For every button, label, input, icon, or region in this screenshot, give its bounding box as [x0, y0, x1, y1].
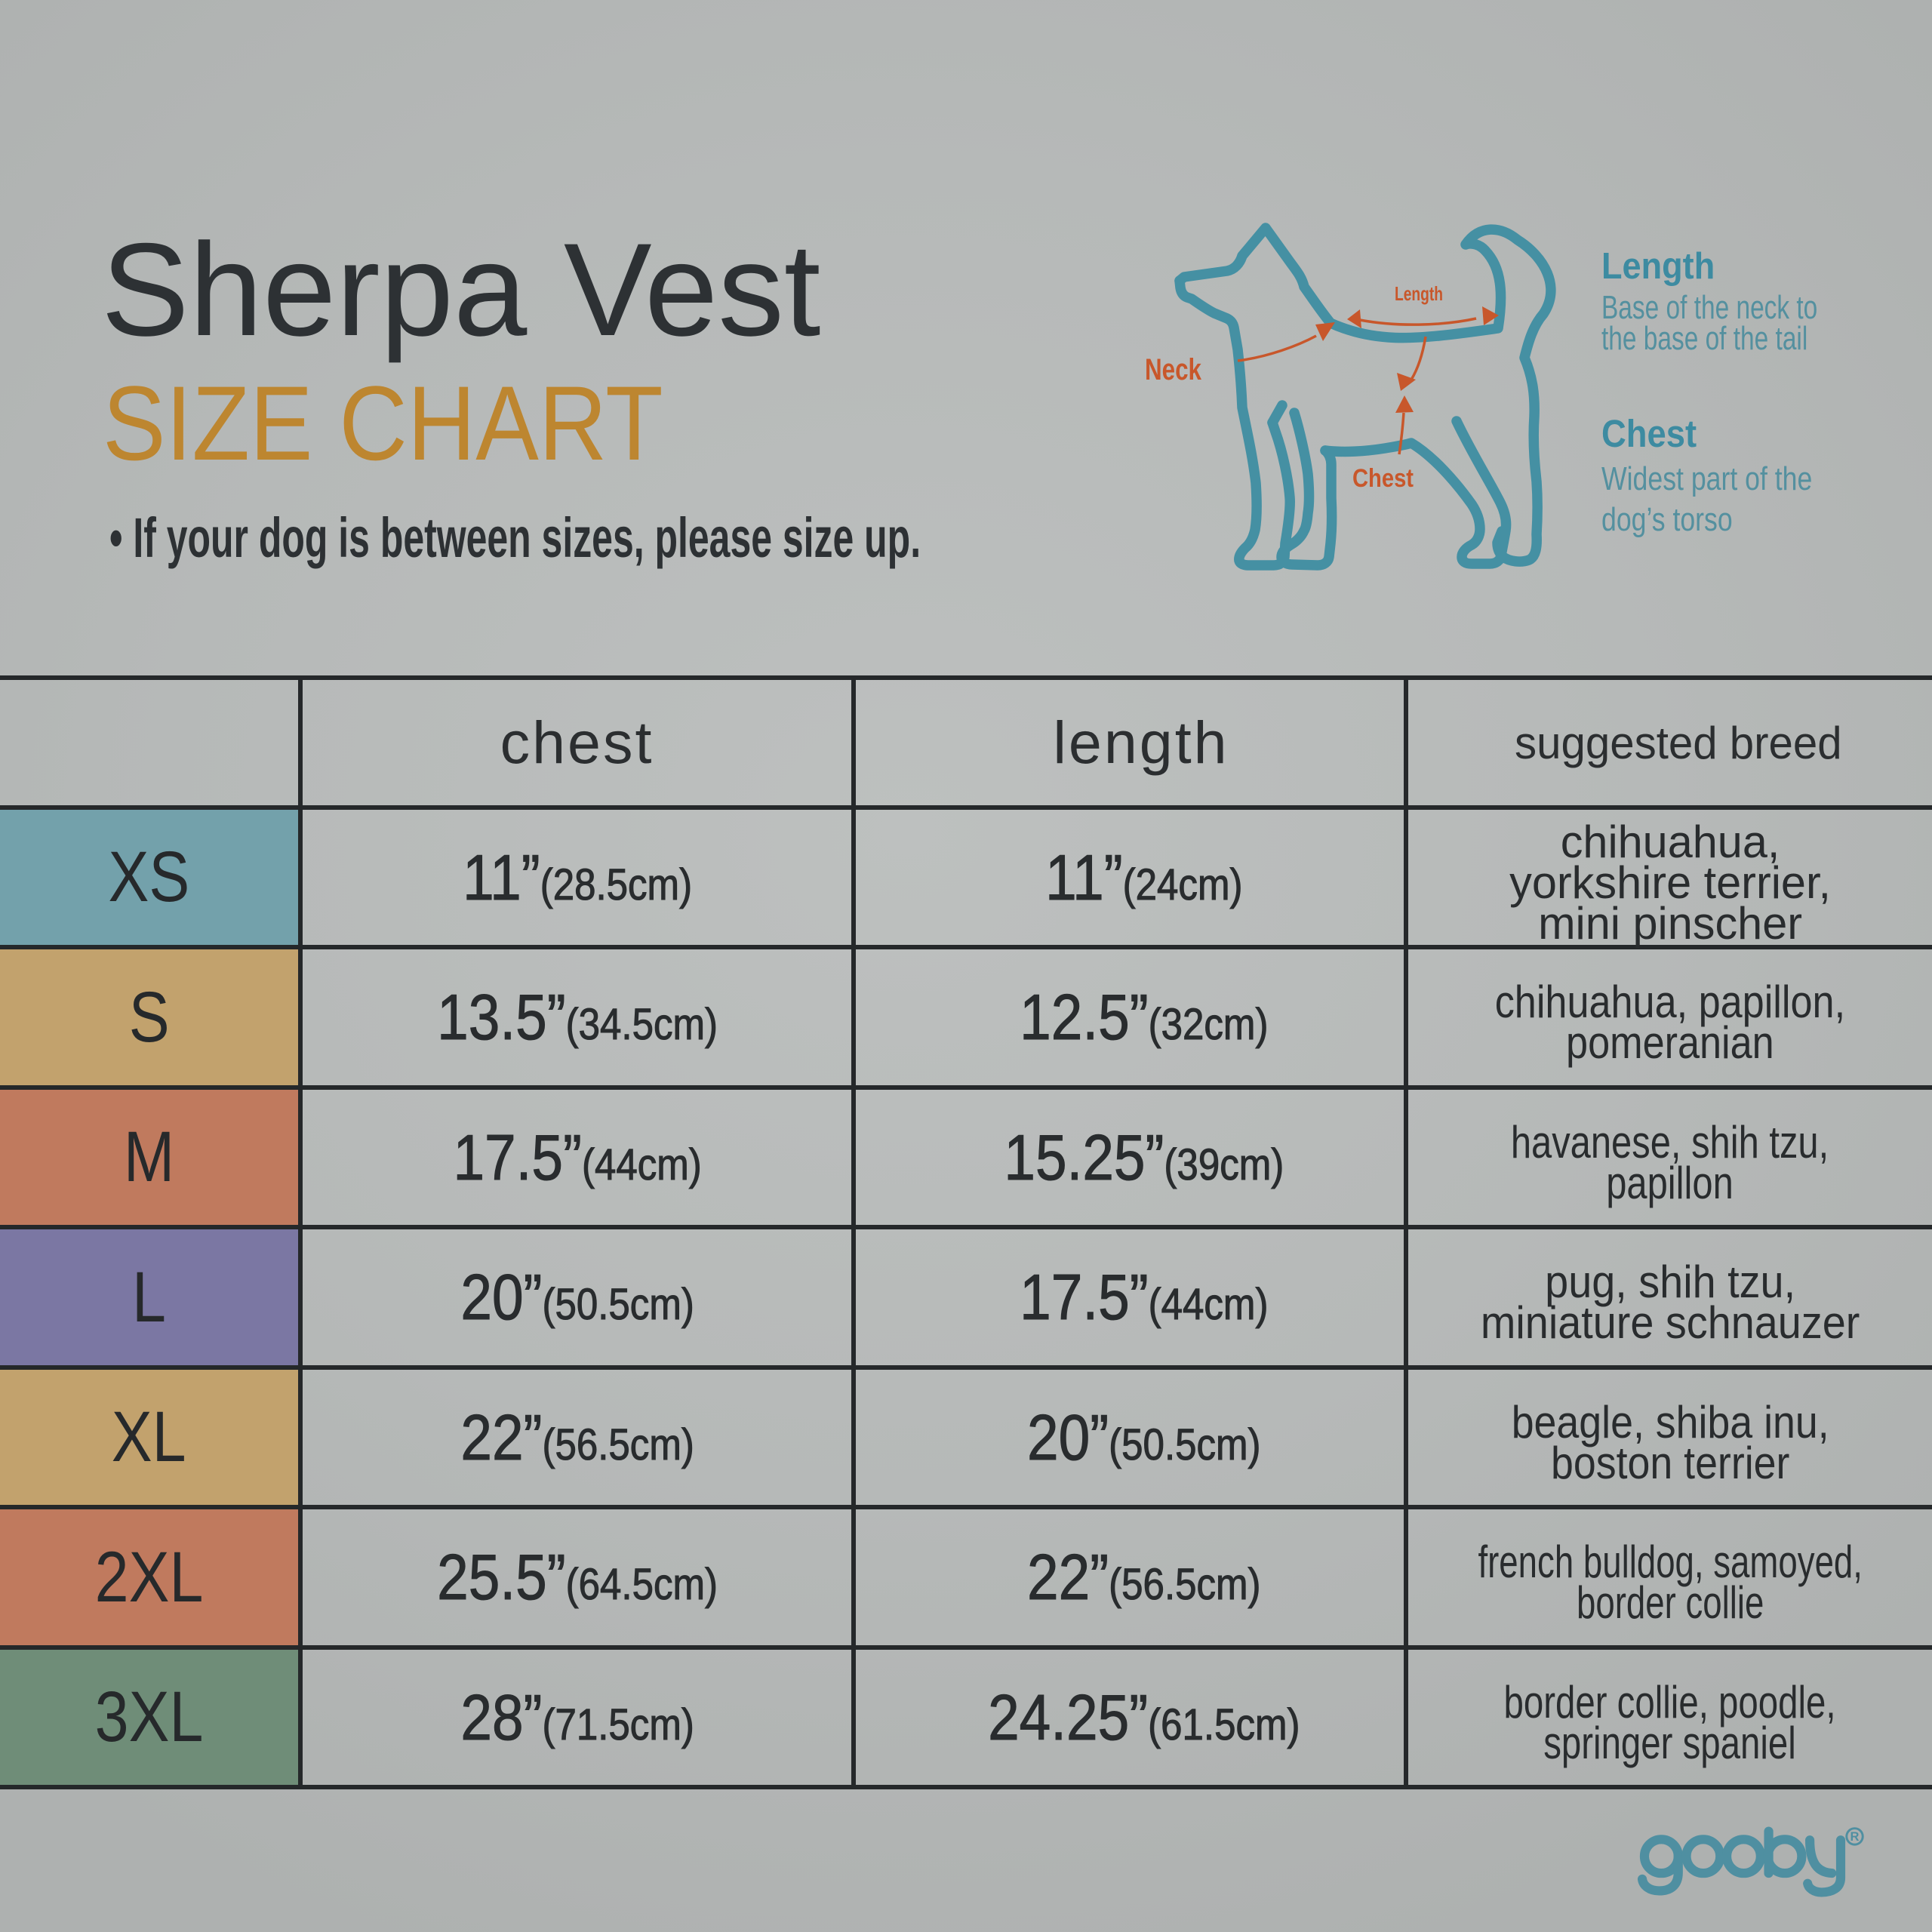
svg-text:R: R — [1850, 1829, 1860, 1844]
svg-text:Chest: Chest — [1352, 464, 1414, 493]
svg-text:Length: Length — [1395, 282, 1443, 305]
svg-text:Neck: Neck — [1145, 353, 1202, 386]
